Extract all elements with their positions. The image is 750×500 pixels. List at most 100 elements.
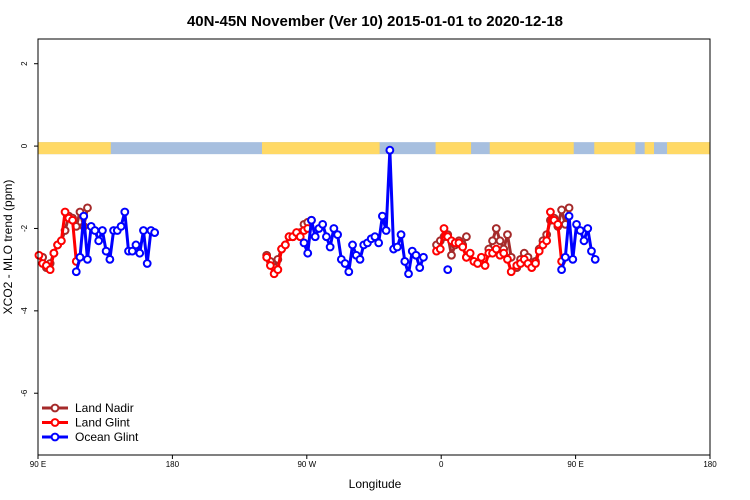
data-point [374,238,384,248]
data-point [462,232,471,242]
data-point [564,203,574,213]
data-point [68,215,77,225]
data-point [564,211,574,221]
data-point [400,257,410,266]
data-point [439,224,449,233]
data-point [333,230,343,240]
data-point [411,250,421,260]
data-point [476,252,486,262]
y-tick-label: 0 [20,143,29,148]
legend-marker [50,418,60,427]
data-point [495,236,505,246]
data-point [101,246,111,256]
x-axis: 90 E 180 90 W 0 90 E 180 [30,455,717,469]
data-point [56,236,66,246]
land-mask-strip [38,142,710,155]
chart-title: 40N-45N November (Ver 10) 2015-01-01 to … [187,13,563,30]
data-point [75,252,85,262]
data-point [139,226,148,235]
data-point [392,242,402,252]
data-point [90,226,100,235]
land-strip-segment [594,142,636,155]
data-point [131,240,141,250]
data-point [587,246,596,256]
data-point [116,222,126,231]
data-point [266,261,275,270]
data-point [572,219,581,229]
data-point [415,263,425,272]
land-strip-segment [435,142,472,155]
data-point [355,254,365,264]
data-point [295,232,305,242]
data-point [542,236,552,246]
x-tick-label: 180 [166,460,180,469]
data-point [34,250,44,260]
data-point [142,259,152,268]
data-point [344,267,354,277]
data-point [385,145,395,155]
y-tick-label: -4 [20,307,29,315]
data-point [583,224,593,233]
data-point [465,248,475,258]
data-point [579,236,589,246]
data-point [546,207,555,217]
series-line [302,148,425,276]
data-point [491,244,501,254]
land-strip-segment [667,142,710,155]
data-point [79,211,89,221]
data-point [318,219,328,229]
data-point [280,240,290,250]
data-point [310,232,320,242]
x-tick-label: 90 W [297,460,316,469]
data-point [575,226,585,235]
data-point [499,248,509,258]
data-point [348,240,357,250]
y-tick-label: -2 [20,224,29,232]
data-series [34,145,600,279]
x-tick-label: 0 [439,460,444,469]
data-point [396,230,406,240]
x-tick-label: 90 E [30,460,46,469]
data-point [378,211,387,221]
data-point [419,252,428,262]
data-point [506,267,516,277]
data-point [329,224,339,233]
data-point [303,248,313,258]
data-point [370,232,380,242]
data-point [262,252,272,262]
series-ocean-glint [71,145,600,279]
data-point [307,215,316,225]
y-tick-label: -6 [20,389,29,397]
data-point [83,203,92,213]
data-point [443,265,453,275]
data-point [534,246,544,256]
legend-label: Land Nadir [75,401,134,415]
data-point [45,265,55,275]
data-point [488,236,497,246]
data-point [557,265,566,275]
land-strip-segment [262,142,380,155]
data-point [83,254,92,264]
data-point [531,259,540,268]
data-point [299,238,309,248]
data-point [435,244,445,254]
data-point [503,230,512,240]
series-land-nadir [38,203,574,272]
data-point [491,224,501,233]
data-point [340,259,350,268]
y-axis-label: XCO2 - MLO trend (ppm) [1,180,15,315]
data-point [447,250,456,260]
data-point [127,246,137,256]
data-point [381,226,391,235]
data-point [560,252,570,262]
data-point [322,232,331,242]
data-point [273,265,283,275]
data-point [503,254,512,264]
data-point [60,207,70,217]
data-point [473,259,483,268]
x-tick-label: 90 E [567,460,583,469]
land-strip-segment [489,142,574,155]
plot-frame [37,38,711,456]
